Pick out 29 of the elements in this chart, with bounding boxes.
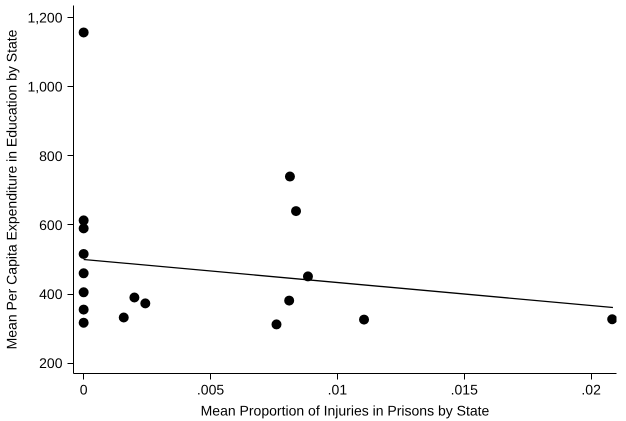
x-axis-title: Mean Proportion of Injuries in Prisons by State bbox=[200, 402, 490, 418]
point bbox=[140, 298, 150, 308]
point bbox=[78, 304, 89, 315]
point bbox=[271, 319, 282, 330]
y-tick-label: 600 bbox=[39, 216, 63, 233]
point bbox=[284, 172, 295, 182]
point bbox=[78, 318, 89, 328]
y-tick-label: 1,000 bbox=[27, 78, 63, 95]
x-tick-label: 0 bbox=[80, 382, 88, 398]
point bbox=[78, 248, 89, 259]
point bbox=[284, 296, 294, 306]
x-tick-label: .015 bbox=[450, 382, 478, 398]
y-tick-label: 200 bbox=[39, 355, 63, 372]
y-tick-label: 400 bbox=[39, 286, 63, 302]
point bbox=[607, 314, 616, 324]
y-axis-title: Mean Per Capita Expenditure in Education by State bbox=[3, 29, 20, 350]
point bbox=[359, 314, 370, 325]
point bbox=[129, 292, 140, 302]
point bbox=[291, 206, 302, 216]
point bbox=[78, 27, 89, 38]
x-tick-label: .005 bbox=[196, 382, 224, 398]
point bbox=[118, 312, 129, 323]
y-tick-label: 1,200 bbox=[27, 10, 63, 26]
point bbox=[78, 268, 89, 278]
point bbox=[78, 223, 89, 234]
y-tick-label: 800 bbox=[39, 148, 63, 164]
x-tick-label: .02 bbox=[581, 382, 602, 398]
x-tick-label: .01 bbox=[328, 382, 348, 398]
point bbox=[78, 287, 89, 298]
